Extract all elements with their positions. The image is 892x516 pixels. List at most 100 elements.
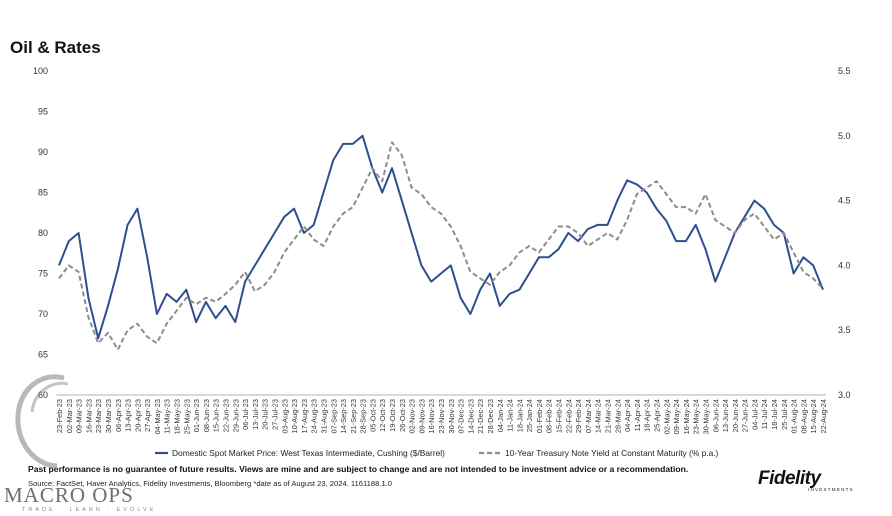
x-tick-label: 13-Apr-23 [124, 399, 133, 432]
fidelity-logo-sub: INVESTMENTS [808, 487, 854, 492]
y-left-tick-label: 95 [38, 107, 48, 117]
page-title: Oil & Rates [10, 38, 101, 57]
y-right-tick-label: 3.5 [838, 325, 851, 335]
x-tick-label: 20-Apr-23 [133, 399, 142, 432]
x-tick-label: 23-Feb-23 [55, 399, 64, 433]
y-right-tick-label: 5.0 [838, 131, 851, 141]
x-tick-label: 21-Mar-24 [604, 399, 613, 433]
legend-oil-label: Domestic Spot Market Price: West Texas I… [172, 448, 445, 458]
x-tick-label: 09-Nov-23 [417, 399, 426, 434]
x-tick-label: 09-Mar-23 [75, 399, 84, 433]
x-tick-label: 01-Aug-24 [790, 399, 799, 434]
x-tick-label: 25-May-23 [182, 399, 191, 434]
x-tick-label: 30-Nov-23 [447, 399, 456, 434]
y-left-tick-label: 65 [38, 350, 48, 360]
y-left-tick-label: 75 [38, 269, 48, 279]
x-tick-label: 13-Jun-24 [721, 399, 730, 432]
x-tick-label: 02-Mar-23 [65, 399, 74, 433]
x-tick-label: 14-Mar-24 [594, 399, 603, 433]
x-tick-label: 18-Jul-24 [770, 399, 779, 430]
y-right-tick-label: 4.0 [838, 260, 851, 270]
legend-rates-label: 10-Year Treasury Note Yield at Constant … [505, 448, 719, 458]
x-tick-label: 11-Jan-24 [506, 399, 515, 432]
y-axis-left: 60 65 70 75 80 85 90 95 100 [33, 66, 48, 400]
x-tick-label: 18-May-23 [173, 399, 182, 434]
x-tick-label: 18-Jan-24 [515, 399, 524, 432]
series-layer [58, 134, 824, 351]
x-tick-label: 21-Sep-23 [349, 399, 358, 434]
x-tick-label: 07-Mar-24 [584, 399, 593, 433]
x-tick-label: 16-Mar-23 [84, 399, 93, 433]
x-tick-label: 28-Sep-23 [359, 399, 368, 434]
x-tick-label: 27-Apr-23 [143, 399, 152, 432]
y-right-tick-label: 3.0 [838, 390, 851, 400]
x-tick-label: 16-May-24 [682, 399, 691, 434]
x-tick-label: 23-Mar-23 [94, 399, 103, 433]
x-tick-label: 31-Aug-23 [319, 399, 328, 434]
x-tick-label: 19-Oct-23 [388, 399, 397, 432]
x-tick-label: 26-Oct-23 [398, 399, 407, 432]
x-tick-label: 27-Jul-23 [270, 399, 279, 430]
x-tick-label: 20-Jul-23 [261, 399, 270, 430]
y-left-tick-label: 70 [38, 309, 48, 319]
x-tick-label: 08-Feb-24 [545, 399, 554, 433]
x-tick-label: 11-Jul-24 [760, 399, 769, 429]
x-tick-label: 06-Jun-24 [711, 399, 720, 432]
x-tick-label: 25-Apr-24 [652, 399, 661, 432]
x-tick-label: 04-May-23 [153, 399, 162, 434]
x-tick-label: 21-Dec-23 [476, 399, 485, 434]
x-tick-label: 24-Aug-23 [310, 399, 319, 434]
y-left-tick-label: 85 [38, 188, 48, 198]
source-note: Source: FactSet, Haver Analytics, Fideli… [28, 479, 393, 488]
x-tick-label: 29-Jun-23 [231, 399, 240, 432]
x-tick-label: 03-Aug-23 [280, 399, 289, 434]
x-tick-label: 09-May-24 [672, 399, 681, 434]
x-tick-label: 13-Jul-23 [251, 399, 260, 430]
x-tick-label: 30-Mar-23 [104, 399, 113, 433]
x-tick-label: 01-Feb-24 [535, 399, 544, 433]
rates-series-line [58, 141, 824, 351]
x-tick-label: 23-May-24 [692, 399, 701, 434]
x-tick-label: 08-Jun-23 [202, 399, 211, 432]
x-tick-label: 01-Jun-23 [192, 399, 201, 432]
x-tick-label: 22-Feb-24 [564, 399, 573, 433]
x-tick-label: 05-Oct-23 [368, 399, 377, 432]
y-right-tick-label: 4.5 [838, 196, 851, 206]
fidelity-logo: Fidelity [758, 468, 821, 489]
x-tick-label: 10-Aug-23 [290, 399, 299, 434]
x-tick-label: 08-Aug-24 [799, 399, 808, 434]
x-tick-label: 15-Feb-24 [555, 399, 564, 433]
x-tick-label: 25-Jan-24 [525, 399, 534, 432]
x-tick-label: 20-Jun-24 [731, 399, 740, 432]
x-tick-label: 12-Oct-23 [378, 399, 387, 432]
x-tick-label: 22-Aug-24 [819, 399, 828, 434]
x-tick-label: 15-Jun-23 [212, 399, 221, 432]
x-tick-label: 16-Nov-23 [427, 399, 436, 434]
x-tick-label: 14-Dec-23 [466, 399, 475, 434]
y-left-tick-label: 60 [38, 390, 48, 400]
legend: Domestic Spot Market Price: West Texas I… [155, 448, 719, 458]
x-axis: 23-Feb-23 02-Mar-23 09-Mar-23 16-Mar-23 23-M… [55, 394, 828, 434]
x-tick-label: 02-Nov-23 [408, 399, 417, 434]
oil-series-line [58, 134, 824, 340]
x-tick-label: 07-Sep-23 [329, 399, 338, 434]
x-tick-label: 18-Apr-24 [643, 399, 652, 432]
x-tick-label: 30-May-24 [701, 399, 710, 434]
x-tick-label: 04-Jan-24 [496, 399, 505, 432]
x-tick-label: 25-Jul-24 [780, 399, 789, 430]
y-right-tick-label: 5.5 [838, 66, 851, 76]
watermark: MACRO OPS [4, 483, 134, 507]
x-tick-label: 14-Sep-23 [339, 399, 348, 434]
x-tick-label: 11-Apr-24 [633, 399, 642, 431]
x-tick-label: 11-May-23 [163, 399, 172, 434]
x-tick-label: 28-Dec-23 [486, 399, 495, 434]
x-tick-label: 22-Jun-23 [222, 399, 231, 432]
x-tick-label: 06-Jul-23 [241, 399, 250, 430]
x-tick-label: 29-Feb-24 [574, 399, 583, 433]
x-tick-label: 23-Nov-23 [437, 399, 446, 434]
y-left-tick-label: 100 [33, 66, 48, 76]
x-tick-label: 28-Mar-24 [613, 399, 622, 433]
x-tick-label: 27-Jun-24 [741, 399, 750, 432]
x-tick-label: 06-Apr-23 [114, 399, 123, 432]
